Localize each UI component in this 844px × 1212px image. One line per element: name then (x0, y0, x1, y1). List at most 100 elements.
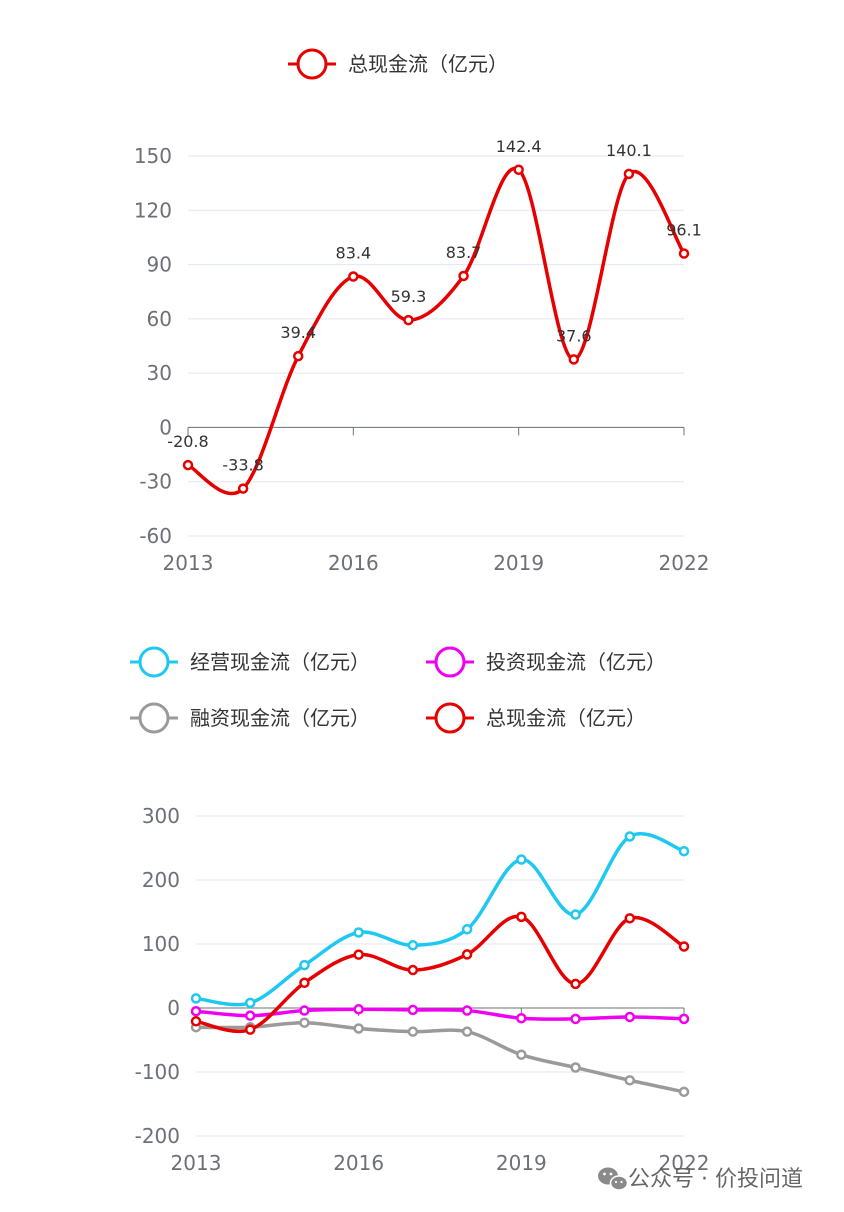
data-point (624, 1011, 636, 1023)
data-point (516, 1012, 527, 1024)
legend-item: 融资现金流（亿元） (130, 702, 370, 734)
data-point (624, 1075, 636, 1086)
y-tick-label: 120 (134, 198, 172, 222)
data-label: -33.8 (222, 456, 263, 475)
data-label: 83.4 (336, 244, 372, 263)
legend-marker (296, 48, 328, 80)
x-tick-label: 2013 (163, 551, 214, 575)
data-point (353, 1023, 364, 1034)
legend-marker (434, 702, 466, 734)
watermark: 公众号 · 价投问道 (598, 1167, 803, 1192)
data-point (461, 924, 473, 935)
data-point (407, 1004, 419, 1016)
data-point (461, 1026, 473, 1037)
data-point (461, 1005, 473, 1016)
wechat-icon (598, 1167, 629, 1191)
series-line (195, 1007, 685, 1021)
x-tick-label: 2013 (171, 1151, 222, 1175)
data-point (190, 993, 202, 1004)
y-tick-label: -60 (139, 524, 172, 548)
y-tick-label: -100 (135, 1060, 180, 1084)
data-point (348, 271, 359, 282)
y-tick-label: 300 (142, 804, 180, 828)
legend-marker (434, 646, 466, 678)
data-point (237, 483, 249, 494)
x-tick-label: 2022 (659, 1151, 710, 1175)
data-point (299, 959, 310, 971)
x-tick-label: 2016 (333, 1151, 384, 1175)
x-tick-label: 2019 (496, 1151, 547, 1175)
data-point (353, 1004, 364, 1015)
legend-marker (138, 646, 170, 678)
y-tick-label: -200 (135, 1124, 180, 1148)
data-point (407, 964, 419, 976)
data-point (678, 1086, 690, 1098)
x-tick-label: 2019 (493, 551, 544, 575)
data-point (678, 1013, 690, 1025)
data-point (678, 845, 690, 857)
data-point (516, 911, 527, 923)
data-point (461, 949, 473, 960)
data-point (624, 831, 636, 842)
total-cash-flow-chart: 总现金流（亿元） -60 -30 0 30 60 90 120 150 2013 2016 2019 2… (134, 48, 710, 575)
x-tick-label: 2016 (328, 551, 379, 575)
y-tick-label: 150 (134, 144, 172, 168)
data-point (353, 949, 364, 960)
legend-item: 投资现金流（亿元） (426, 646, 666, 678)
data-point (190, 1016, 202, 1027)
data-point (292, 350, 304, 362)
data-point (182, 459, 194, 471)
y-tick-label: 200 (142, 868, 180, 892)
legend-label: 投资现金流（亿元） (486, 650, 666, 674)
data-label: 39.4 (280, 323, 316, 342)
legend-item: 总现金流（亿元） (426, 702, 646, 734)
series-line (187, 166, 686, 496)
legend-label: 融资现金流（亿元） (190, 706, 370, 730)
legend-item: 总现金流（亿元） (288, 48, 508, 80)
data-point (516, 1049, 527, 1060)
data-point (244, 1024, 256, 1035)
data-point (624, 913, 636, 924)
series-line (195, 1020, 685, 1094)
legend-item: 经营现金流（亿元） (130, 646, 370, 678)
data-point (678, 941, 690, 952)
data-point (678, 248, 690, 259)
x-tick-label: 2022 (659, 551, 710, 575)
watermark-text: 公众号 · 价投问道 (628, 1167, 803, 1192)
data-label: 37.6 (556, 326, 592, 345)
data-point (353, 927, 364, 938)
cash-flow-breakdown-chart: 经营现金流（亿元） 投资现金流（亿元） 融资现金流（亿元） 总现金流（亿元） -200 -… (130, 646, 710, 1175)
y-tick-label: 30 (147, 361, 172, 385)
y-tick-label: 100 (142, 932, 180, 956)
y-tick-label: 60 (147, 307, 172, 331)
y-tick-label: 0 (167, 996, 180, 1020)
data-label: -20.8 (167, 432, 208, 451)
legend-marker (138, 702, 170, 734)
series-line (195, 832, 685, 1007)
data-point (568, 354, 580, 365)
data-label: 142.4 (496, 137, 542, 156)
legend-label: 总现金流（亿元） (348, 52, 508, 76)
data-point (244, 1010, 256, 1021)
data-label: 59.3 (391, 287, 427, 306)
y-tick-label: 0 (159, 415, 172, 439)
data-point (407, 1026, 419, 1037)
data-point (570, 978, 581, 990)
data-point (570, 1062, 581, 1073)
data-point (244, 997, 256, 1009)
legend-label: 经营现金流（亿元） (190, 650, 370, 674)
data-point (299, 1017, 310, 1028)
legend-label: 总现金流（亿元） (486, 706, 646, 730)
data-point (516, 854, 527, 865)
series-line (195, 914, 685, 1033)
data-point (190, 1005, 202, 1017)
data-point (513, 164, 524, 176)
data-label: 140.1 (606, 141, 652, 160)
y-tick-label: -30 (139, 470, 172, 494)
data-point (570, 1013, 581, 1025)
data-point (458, 270, 469, 282)
data-point (570, 909, 581, 920)
y-tick-label: 90 (147, 253, 172, 277)
data-point (623, 168, 635, 180)
